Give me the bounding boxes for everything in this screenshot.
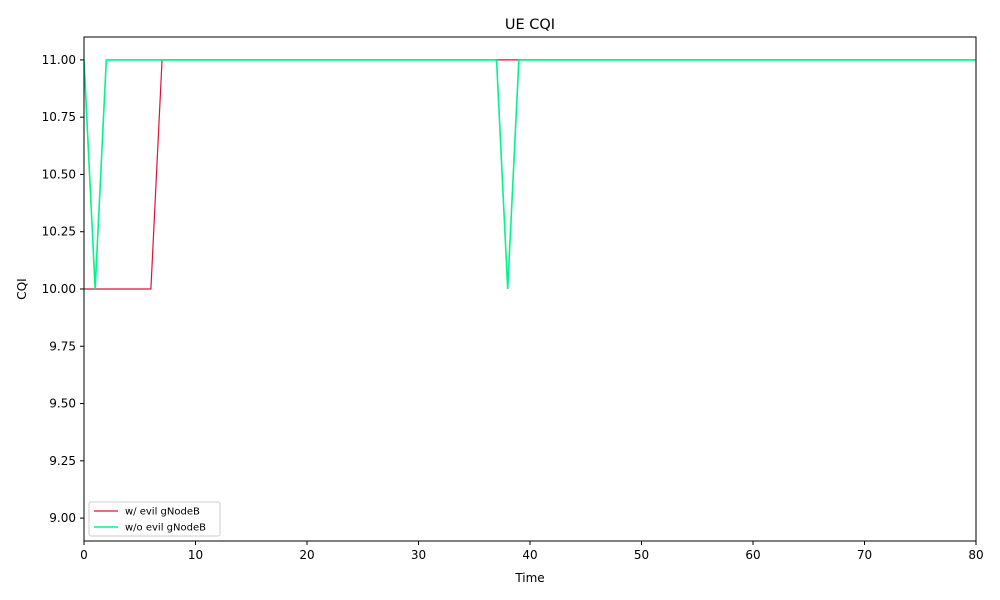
y-tick-label: 10.00 (42, 282, 76, 296)
series-line-with-evil-gnodeb (84, 59, 976, 290)
y-tick-label: 9.50 (49, 397, 76, 411)
y-axis-label: CQI (15, 278, 29, 299)
y-tick-label: 11.00 (42, 53, 76, 67)
x-tick-label: 40 (522, 548, 537, 562)
y-tick-label: 9.75 (49, 339, 76, 353)
x-tick-label: 30 (411, 548, 426, 562)
x-tick-label: 0 (80, 548, 88, 562)
x-tick-label: 10 (188, 548, 203, 562)
x-tick-label: 50 (634, 548, 649, 562)
series-line-without-evil-gnodeb (84, 59, 976, 290)
y-tick-label: 9.00 (49, 511, 76, 525)
y-tick-label: 10.75 (42, 110, 76, 124)
y-tick-label: 10.25 (42, 225, 76, 239)
y-tick-label: 10.50 (42, 167, 76, 181)
legend-box (88, 501, 221, 537)
legend: w/ evil gNodeB w/o evil gNodeB (88, 501, 221, 537)
y-tick-label: 9.25 (49, 454, 76, 468)
x-tick-label: 70 (857, 548, 872, 562)
x-axis-label: Time (514, 571, 544, 585)
x-tick-label: 20 (299, 548, 314, 562)
chart-title: UE CQI (505, 17, 555, 33)
legend-label: w/o evil gNodeB (125, 523, 206, 534)
x-tick-label: 80 (968, 548, 983, 562)
legend-label: w/ evil gNodeB (125, 507, 200, 518)
x-tick-label: 60 (745, 548, 760, 562)
plot-frame (83, 36, 977, 542)
